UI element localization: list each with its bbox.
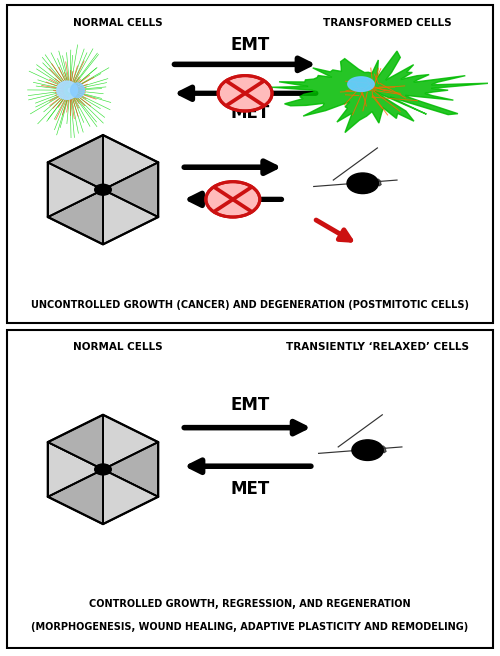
Polygon shape [348,77,374,91]
Text: EMT: EMT [230,396,270,414]
Polygon shape [103,190,158,244]
Polygon shape [57,81,78,99]
Text: EMT: EMT [230,36,270,54]
Polygon shape [272,51,490,133]
Circle shape [94,464,112,475]
Polygon shape [103,470,158,524]
Polygon shape [103,415,158,470]
Polygon shape [48,163,103,217]
Polygon shape [367,179,381,188]
Polygon shape [48,442,103,497]
Text: NORMAL CELLS: NORMAL CELLS [73,18,162,28]
Polygon shape [48,135,103,190]
Text: (MORPHOGENESIS, WOUND HEALING, ADAPTIVE PLASTICITY AND REMODELING): (MORPHOGENESIS, WOUND HEALING, ADAPTIVE … [32,622,469,632]
Polygon shape [103,442,158,497]
Text: CONTROLLED GROWTH, REGRESSION, AND REGENERATION: CONTROLLED GROWTH, REGRESSION, AND REGEN… [89,600,411,609]
Circle shape [218,75,272,111]
Text: UNCONTROLLED GROWTH (CANCER) AND DEGENERATION (POSTMITOTIC CELLS): UNCONTROLLED GROWTH (CANCER) AND DEGENER… [31,300,469,310]
Circle shape [94,184,112,195]
Polygon shape [372,446,386,455]
Polygon shape [103,135,158,190]
Polygon shape [48,470,103,524]
Polygon shape [48,190,103,244]
Polygon shape [70,83,85,98]
Text: NORMAL CELLS: NORMAL CELLS [73,342,162,352]
Polygon shape [103,163,158,217]
Circle shape [352,440,384,461]
Polygon shape [48,415,103,470]
Text: TRANSIENTLY ‘RELAXED’ CELLS: TRANSIENTLY ‘RELAXED’ CELLS [286,342,469,352]
Circle shape [206,182,260,217]
Text: MET: MET [230,480,270,498]
Text: TRANSFORMED CELLS: TRANSFORMED CELLS [323,18,452,28]
Text: MET: MET [230,104,270,121]
Circle shape [347,173,378,194]
